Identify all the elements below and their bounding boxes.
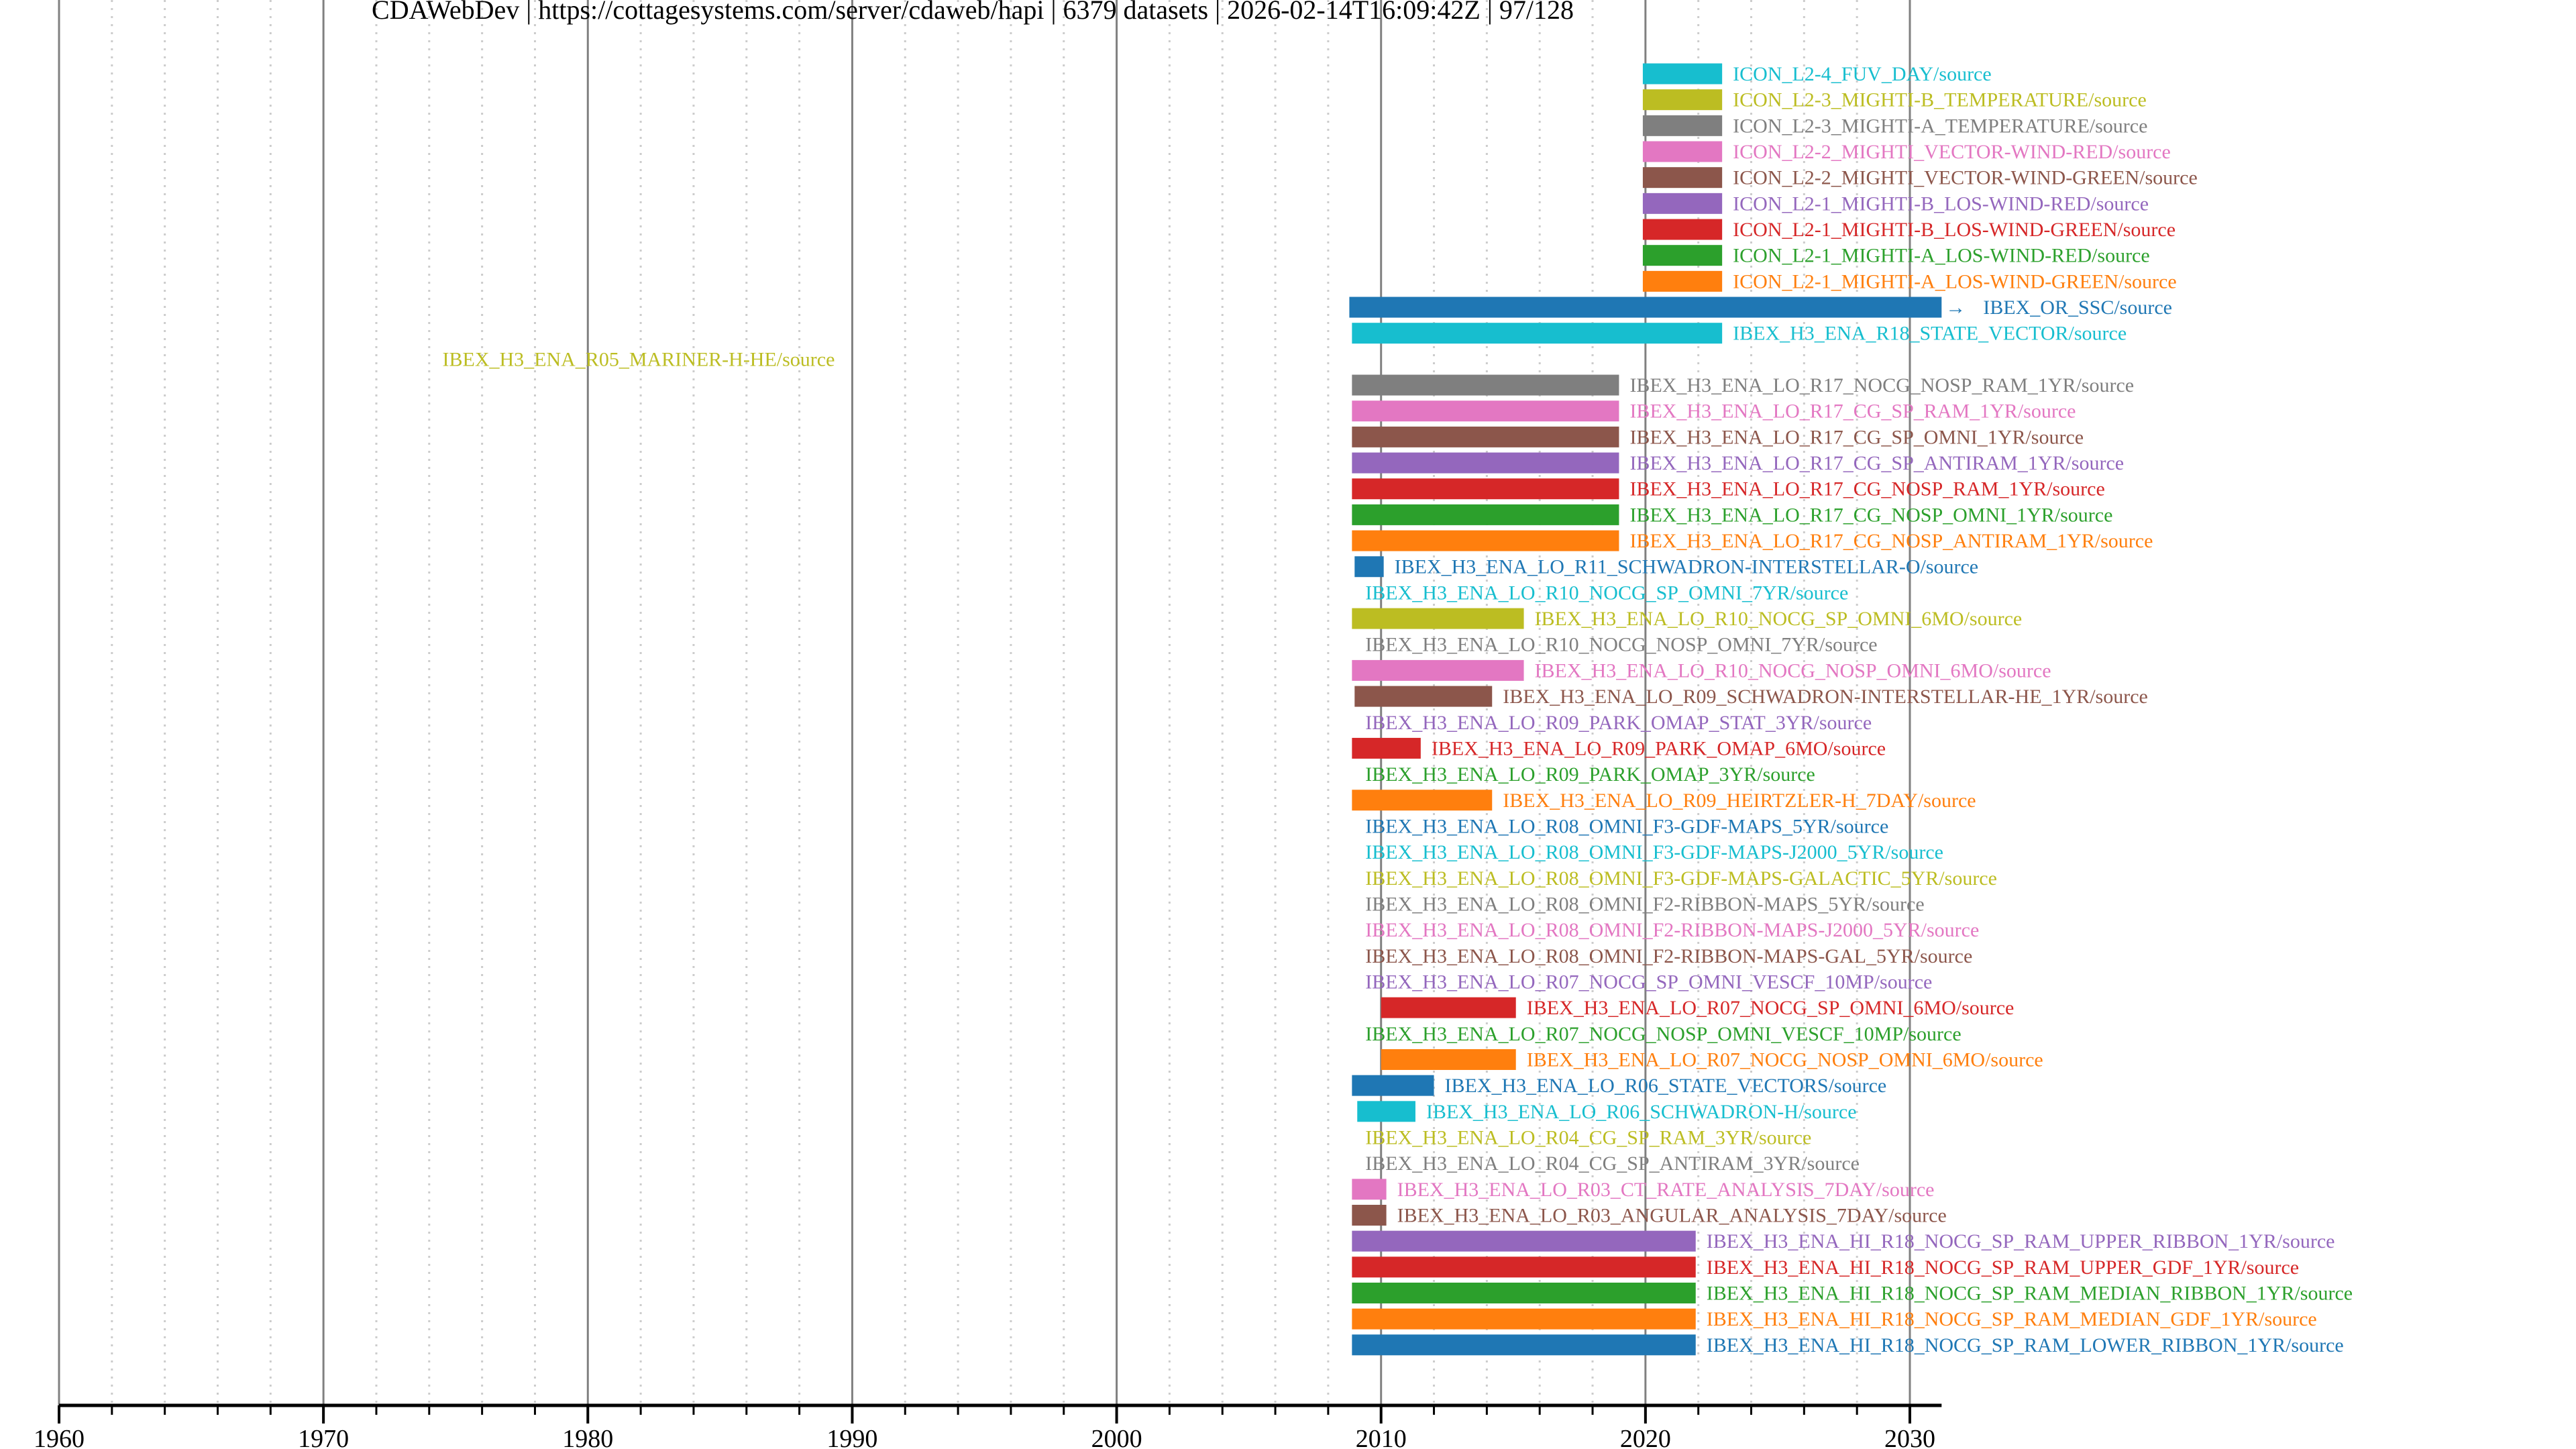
dataset-label[interactable]: IBEX_H3_ENA_LO_R09_SCHWADRON-INTERSTELLA… <box>1503 686 2148 708</box>
dataset-label[interactable]: IBEX_H3_ENA_LO_R10_NOCG_SP_OMNI_7YR/sour… <box>1365 582 1848 604</box>
dataset-label[interactable]: ICON_L2-1_MIGHTI-A_LOS-WIND-RED/source <box>1733 245 2150 267</box>
dataset-label[interactable]: IBEX_H3_ENA_LO_R09_PARK_OMAP_6MO/source <box>1432 737 1886 759</box>
dataset-bar[interactable] <box>1352 1230 1696 1252</box>
dataset-bar[interactable] <box>1352 790 1493 811</box>
dataset-label[interactable]: IBEX_H3_ENA_LO_R08_OMNI_F3-GDF-MAPS-GALA… <box>1365 867 1997 890</box>
dataset-label[interactable]: IBEX_H3_ENA_LO_R06_SCHWADRON-H/source <box>1426 1101 1857 1123</box>
dataset-bar[interactable] <box>1642 219 1723 240</box>
dataset-label[interactable]: IBEX_H3_ENA_LO_R08_OMNI_F3-GDF-MAPS-J200… <box>1365 841 1943 863</box>
dataset-bar[interactable] <box>1357 1101 1415 1122</box>
dataset-label[interactable]: IBEX_H3_ENA_LO_R07_NOCG_NOSP_OMNI_VESCF_… <box>1365 1023 1961 1045</box>
dataset-bar[interactable] <box>1642 270 1723 292</box>
x-tick-label: 1990 <box>826 1425 877 1449</box>
dataset-bar[interactable] <box>1642 89 1723 111</box>
dataset-label[interactable]: IBEX_H3_ENA_LO_R10_NOCG_NOSP_OMNI_6MO/so… <box>1535 659 2051 682</box>
dataset-label[interactable]: IBEX_H3_ENA_HI_R18_NOCG_SP_RAM_UPPER_GDF… <box>1707 1256 2299 1279</box>
dataset-label[interactable]: IBEX_H3_ENA_HI_R18_NOCG_SP_RAM_LOWER_RIB… <box>1707 1334 2344 1356</box>
dataset-bar[interactable] <box>1352 1256 1696 1278</box>
dataset-bar[interactable] <box>1642 63 1723 85</box>
dataset-label[interactable]: IBEX_H3_ENA_LO_R17_CG_NOSP_RAM_1YR/sourc… <box>1629 478 2104 500</box>
dataset-bar[interactable] <box>1352 1308 1696 1330</box>
dataset-bar[interactable] <box>1352 478 1619 500</box>
dataset-label[interactable]: ICON_L2-1_MIGHTI-A_LOS-WIND-GREEN/source <box>1733 270 2177 292</box>
dataset-label[interactable]: IBEX_H3_ENA_R18_STATE_VECTOR/source <box>1733 323 2127 345</box>
dataset-label[interactable]: IBEX_H3_ENA_LO_R08_OMNI_F2-RIBBON-MAPS-J… <box>1365 919 1979 941</box>
dataset-label[interactable]: ICON_L2-2_MIGHTI_VECTOR-WIND-RED/source <box>1733 141 2171 163</box>
dataset-label[interactable]: IBEX_H3_ENA_LO_R07_NOCG_SP_OMNI_6MO/sour… <box>1527 997 2015 1019</box>
dataset-bars: ICON_L2-4_FUV_DAY/source ICON_L2-3_MIGHTI… <box>443 63 2353 1356</box>
dataset-bar[interactable] <box>1352 400 1619 422</box>
dataset-bar[interactable] <box>1352 374 1619 396</box>
dataset-label[interactable]: IBEX_H3_ENA_LO_R09_PARK_OMAP_3YR/source <box>1365 763 1815 786</box>
x-tick-label: 1970 <box>298 1425 349 1449</box>
x-tick-label: 2030 <box>1884 1425 1935 1449</box>
x-tick-label: 2020 <box>1620 1425 1671 1449</box>
dataset-label[interactable]: IBEX_H3_ENA_LO_R04_CG_SP_ANTIRAM_3YR/sou… <box>1365 1152 1860 1175</box>
dataset-bar[interactable] <box>1642 115 1723 136</box>
dataset-label[interactable]: IBEX_H3_ENA_LO_R17_CG_SP_RAM_1YR/source <box>1629 400 2076 423</box>
x-tick-label: 2010 <box>1356 1425 1407 1449</box>
dataset-label[interactable]: IBEX_H3_ENA_LO_R11_SCHWADRON-INTERSTELLA… <box>1395 556 1978 578</box>
dataset-bar[interactable] <box>1352 1075 1434 1096</box>
dataset-label[interactable]: IBEX_H3_ENA_LO_R08_OMNI_F2-RIBBON-MAPS-G… <box>1365 945 1972 967</box>
dataset-label[interactable]: ICON_L2-4_FUV_DAY/source <box>1733 63 1992 85</box>
dataset-bar[interactable] <box>1352 530 1619 551</box>
x-tick-label: 2000 <box>1091 1425 1142 1449</box>
x-tick-label: 1980 <box>562 1425 613 1449</box>
dataset-label[interactable]: IBEX_OR_SSC/source <box>1983 297 2172 319</box>
dataset-label[interactable]: IBEX_H3_ENA_LO_R03_CT_RATE_ANALYSIS_7DAY… <box>1397 1179 1935 1201</box>
dataset-bar[interactable] <box>1349 297 1942 318</box>
dataset-label[interactable]: IBEX_H3_ENA_LO_R03_ANGULAR_ANALYSIS_7DAY… <box>1397 1204 1947 1226</box>
dataset-label[interactable]: IBEX_H3_ENA_LO_R07_NOCG_SP_OMNI_VESCF_10… <box>1365 971 1932 993</box>
grid-lines <box>58 0 1911 1405</box>
dataset-bar[interactable] <box>1352 659 1524 681</box>
dataset-bar[interactable] <box>1352 1179 1387 1200</box>
dataset-label[interactable]: IBEX_H3_ENA_HI_R18_NOCG_SP_RAM_MEDIAN_GD… <box>1707 1308 2317 1330</box>
ongoing-arrow-icon: → <box>1945 297 1966 319</box>
dataset-label[interactable]: IBEX_H3_ENA_LO_R17_CG_NOSP_ANTIRAM_1YR/s… <box>1629 530 2153 552</box>
chart-title: CDAWebDev | https://cottagesystems.com/s… <box>372 0 1574 25</box>
dataset-bar[interactable] <box>1352 504 1619 525</box>
dataset-label[interactable]: ICON_L2-2_MIGHTI_VECTOR-WIND-GREEN/sourc… <box>1733 167 2198 189</box>
dataset-label[interactable]: ICON_L2-1_MIGHTI-B_LOS-WIND-RED/source <box>1733 193 2149 215</box>
dataset-bar[interactable] <box>1352 452 1619 474</box>
dataset-bar[interactable] <box>1381 1049 1516 1070</box>
dataset-bar[interactable] <box>1381 997 1516 1018</box>
dataset-label[interactable]: IBEX_H3_ENA_LO_R07_NOCG_NOSP_OMNI_6MO/so… <box>1527 1049 2043 1071</box>
dataset-label[interactable]: IBEX_H3_ENA_LO_R08_OMNI_F2-RIBBON-MAPS_5… <box>1365 893 1924 915</box>
dataset-label[interactable]: IBEX_H3_ENA_HI_R18_NOCG_SP_RAM_UPPER_RIB… <box>1707 1230 2335 1252</box>
dataset-bar[interactable] <box>1352 323 1723 344</box>
dataset-bar[interactable] <box>1642 193 1723 214</box>
dataset-bar[interactable] <box>1352 1282 1696 1303</box>
dataset-bar[interactable] <box>1642 245 1723 266</box>
dataset-bar[interactable] <box>1352 1334 1696 1356</box>
dataset-bar[interactable] <box>1642 141 1723 162</box>
dataset-label[interactable]: ICON_L2-3_MIGHTI-B_TEMPERATURE/source <box>1733 89 2147 111</box>
dataset-label[interactable]: IBEX_H3_ENA_LO_R09_HEIRTZLER-H_7DAY/sour… <box>1503 790 1976 812</box>
dataset-label[interactable]: IBEX_H3_ENA_LO_R17_CG_SP_ANTIRAM_1YR/sou… <box>1629 452 2124 474</box>
dataset-bar[interactable] <box>1354 686 1493 707</box>
dataset-label[interactable]: IBEX_H3_ENA_LO_R17_CG_SP_OMNI_1YR/source <box>1629 426 2084 448</box>
dataset-bar[interactable] <box>1352 608 1524 629</box>
dataset-bar[interactable] <box>1352 1204 1387 1226</box>
dataset-bar[interactable] <box>1354 556 1384 578</box>
dataset-bar[interactable] <box>1352 426 1619 447</box>
dataset-label[interactable]: IBEX_H3_ENA_LO_R04_CG_SP_RAM_3YR/source <box>1365 1126 1811 1148</box>
dataset-bar[interactable] <box>1642 167 1723 189</box>
dataset-label[interactable]: IBEX_H3_ENA_LO_R08_OMNI_F3-GDF-MAPS_5YR/… <box>1365 815 1888 837</box>
x-axis: 1960 1970 1980 1990 2000 2010 2020 2030 <box>34 1403 1942 1449</box>
dataset-label[interactable]: IBEX_H3_ENA_LO_R17_CG_NOSP_OMNI_1YR/sour… <box>1629 504 2112 526</box>
dataset-label[interactable]: IBEX_H3_ENA_LO_R06_STATE_VECTORS/source <box>1445 1075 1887 1097</box>
dataset-label[interactable]: ICON_L2-3_MIGHTI-A_TEMPERATURE/source <box>1733 115 2147 137</box>
dataset-label[interactable]: ICON_L2-1_MIGHTI-B_LOS-WIND-GREEN/source <box>1733 219 2176 241</box>
dataset-label[interactable]: IBEX_H3_ENA_LO_R10_NOCG_NOSP_OMNI_7YR/so… <box>1365 634 1877 656</box>
dataset-label[interactable]: IBEX_H3_ENA_LO_R10_NOCG_SP_OMNI_6MO/sour… <box>1535 608 2023 630</box>
dataset-label[interactable]: IBEX_H3_ENA_R05_MARINER-H-HE/source <box>443 348 835 370</box>
x-tick-label: 1960 <box>34 1425 85 1449</box>
dataset-label[interactable]: IBEX_H3_ENA_HI_R18_NOCG_SP_RAM_MEDIAN_RI… <box>1707 1282 2353 1304</box>
dataset-bar[interactable] <box>1352 737 1421 759</box>
dataset-label[interactable]: IBEX_H3_ENA_LO_R17_NOCG_NOSP_RAM_1YR/sou… <box>1629 374 2134 396</box>
dataset-label[interactable]: IBEX_H3_ENA_LO_R09_PARK_OMAP_STAT_3YR/so… <box>1365 712 1872 734</box>
